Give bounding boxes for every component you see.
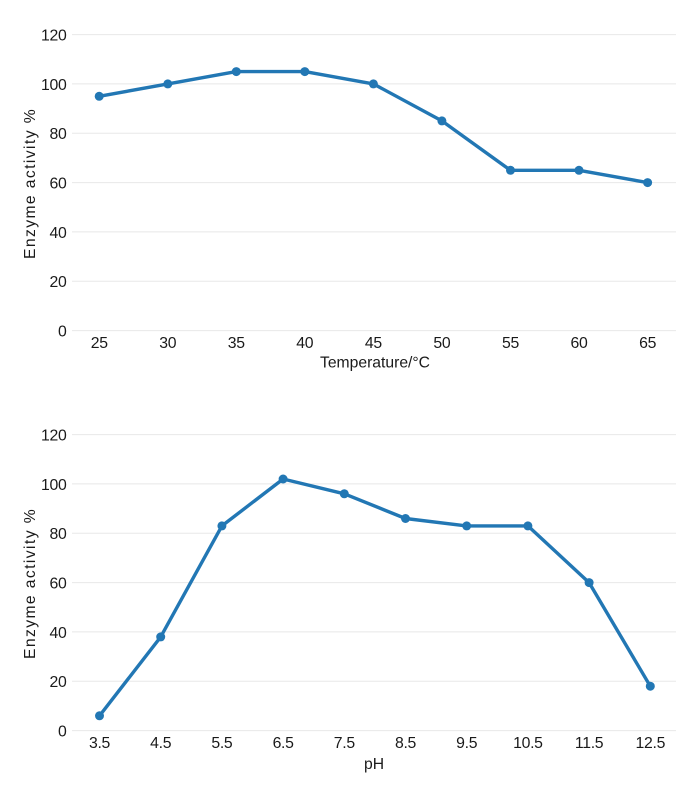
- svg-text:40: 40: [296, 335, 313, 352]
- svg-text:40: 40: [50, 225, 67, 242]
- svg-text:11.5: 11.5: [575, 735, 604, 752]
- svg-text:4.5: 4.5: [150, 735, 172, 752]
- svg-text:20: 20: [50, 274, 67, 291]
- svg-text:40: 40: [50, 625, 67, 642]
- svg-text:100: 100: [41, 477, 67, 494]
- svg-text:Temperature/°C: Temperature/°C: [320, 355, 430, 372]
- svg-text:9.5: 9.5: [456, 735, 478, 752]
- svg-text:80: 80: [50, 126, 67, 143]
- svg-text:80: 80: [50, 526, 67, 543]
- svg-text:pH: pH: [364, 756, 384, 773]
- svg-text:50: 50: [433, 335, 450, 352]
- svg-text:65: 65: [639, 335, 656, 352]
- svg-text:12.5: 12.5: [636, 735, 666, 752]
- svg-text:120: 120: [41, 28, 67, 45]
- svg-text:30: 30: [159, 335, 176, 352]
- svg-text:10.5: 10.5: [513, 735, 543, 752]
- svg-text:Enzyme activity %: Enzyme activity %: [22, 508, 39, 659]
- svg-text:60: 60: [50, 576, 67, 593]
- svg-text:55: 55: [502, 335, 519, 352]
- svg-text:20: 20: [50, 674, 67, 691]
- svg-text:60: 60: [571, 335, 588, 352]
- svg-text:Enzyme activity %: Enzyme activity %: [22, 108, 39, 259]
- svg-text:60: 60: [50, 176, 67, 193]
- svg-text:0: 0: [58, 324, 67, 341]
- svg-text:35: 35: [228, 335, 245, 352]
- svg-text:3.5: 3.5: [89, 735, 111, 752]
- svg-text:45: 45: [365, 335, 382, 352]
- svg-text:25: 25: [91, 335, 108, 352]
- svg-text:0: 0: [58, 724, 67, 741]
- svg-text:120: 120: [41, 428, 67, 445]
- svg-text:100: 100: [41, 77, 67, 94]
- svg-text:8.5: 8.5: [395, 735, 417, 752]
- svg-text:5.5: 5.5: [211, 735, 233, 752]
- svg-text:6.5: 6.5: [273, 735, 295, 752]
- svg-text:7.5: 7.5: [334, 735, 356, 752]
